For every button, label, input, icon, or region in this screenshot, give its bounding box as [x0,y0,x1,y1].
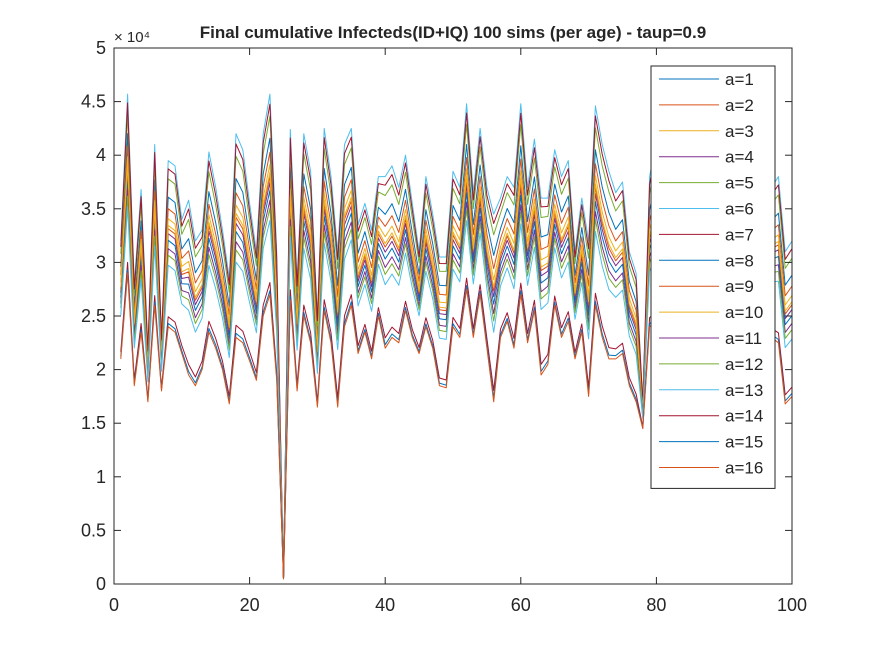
legend-label: a=15 [725,433,763,452]
legend-label: a=10 [725,303,763,322]
y-tick-label: 4 [96,145,106,165]
legend-label: a=8 [725,251,754,270]
legend-label: a=5 [725,174,754,193]
y-tick-label: 3 [96,252,106,272]
legend-label: a=3 [725,122,754,141]
x-tick-label: 0 [109,595,119,615]
legend-label: a=7 [725,225,754,244]
legend-label: a=9 [725,277,754,296]
legend-label: a=11 [725,329,762,348]
x-tick-label: 100 [777,595,807,615]
legend-label: a=2 [725,96,754,115]
y-tick-label: 4.5 [81,92,106,112]
y-tick-label: 2.5 [81,306,106,326]
legend-label: a=1 [725,70,754,89]
legend-label: a=6 [725,200,754,219]
x-tick-label: 20 [240,595,260,615]
y-tick-label: 3.5 [81,199,106,219]
exponent-label: × 10⁴ [114,29,150,46]
legend-label: a=12 [725,355,763,374]
y-tick-label: 0.5 [81,520,106,540]
chart-title: Final cumulative Infecteds(ID+IQ) 100 si… [200,23,706,42]
legend-label: a=16 [725,459,763,478]
legend-label: a=14 [725,407,763,426]
x-tick-label: 60 [511,595,531,615]
y-tick-label: 1 [96,467,106,487]
legend-label: a=4 [725,148,754,167]
y-tick-label: 1.5 [81,413,106,433]
legend-label: a=13 [725,381,763,400]
legend-box [650,65,776,489]
x-tick-label: 40 [375,595,395,615]
x-tick-label: 80 [646,595,666,615]
y-tick-label: 2 [96,360,106,380]
legend[interactable]: a=1 a=2 a=3 a=4 a=5 a=6 a=7 a=8 a=9 a=10 a=11 a=12 a… [650,65,776,489]
y-tick-label: 5 [96,38,106,58]
ticks-layer: 0 20 40 60 80 100 0 0.5 1 1.5 2 2.5 3 3.5 4 4.5 5 [81,38,807,615]
y-tick-label: 0 [96,574,106,594]
